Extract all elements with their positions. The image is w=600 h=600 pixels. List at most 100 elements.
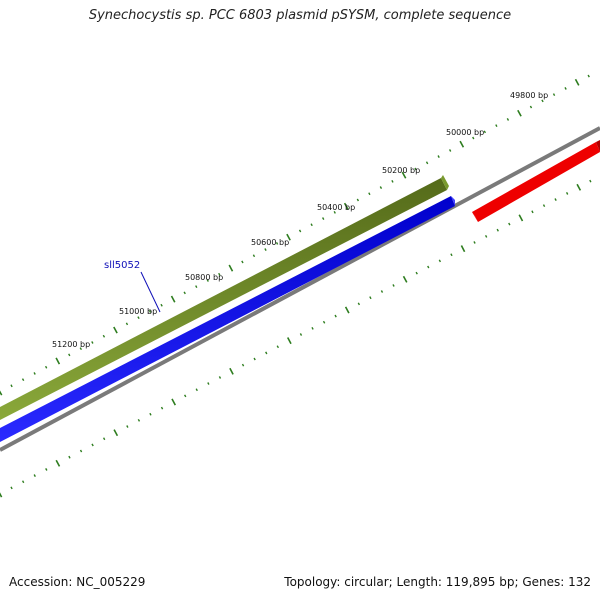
inner-position-ticks bbox=[0, 179, 592, 498]
minor-tick bbox=[160, 303, 163, 307]
position-label: 50600 bp bbox=[251, 238, 289, 247]
minor-tick bbox=[276, 345, 280, 349]
major-tick bbox=[574, 78, 580, 86]
minor-tick bbox=[91, 341, 94, 344]
position-label: 50800 bp bbox=[185, 273, 223, 282]
minor-tick bbox=[68, 455, 71, 459]
minor-tick bbox=[450, 253, 453, 257]
minor-tick bbox=[495, 124, 498, 128]
minor-tick bbox=[333, 210, 336, 214]
minor-tick bbox=[21, 378, 25, 382]
minor-tick bbox=[298, 229, 302, 233]
minor-tick bbox=[10, 486, 13, 490]
minor-tick bbox=[207, 382, 210, 385]
minor-tick bbox=[79, 449, 83, 453]
major-tick bbox=[401, 171, 407, 179]
major-tick bbox=[171, 398, 177, 406]
minor-tick bbox=[334, 314, 337, 318]
minor-tick bbox=[391, 179, 394, 183]
minor-tick bbox=[484, 234, 488, 238]
major-tick bbox=[113, 429, 119, 437]
minor-tick bbox=[126, 425, 129, 428]
major-tick bbox=[0, 492, 3, 498]
minor-tick bbox=[160, 406, 164, 410]
minor-tick bbox=[508, 222, 511, 226]
major-tick bbox=[55, 459, 61, 467]
minor-tick bbox=[79, 347, 83, 351]
major-tick bbox=[517, 109, 522, 117]
minor-tick bbox=[252, 254, 256, 258]
major-tick bbox=[344, 306, 350, 314]
minor-tick bbox=[552, 93, 556, 97]
minor-tick bbox=[379, 186, 383, 189]
minor-tick bbox=[206, 279, 209, 282]
major-tick bbox=[0, 390, 3, 396]
minor-tick bbox=[148, 310, 152, 313]
minor-tick bbox=[472, 136, 475, 140]
minor-tick bbox=[380, 290, 384, 293]
major-tick bbox=[518, 214, 524, 222]
minor-tick bbox=[448, 149, 452, 152]
major-tick bbox=[402, 275, 408, 283]
minor-tick bbox=[565, 191, 569, 195]
minor-tick bbox=[473, 241, 476, 244]
minor-tick bbox=[275, 241, 279, 245]
position-label: 50200 bp bbox=[382, 166, 420, 175]
minor-tick bbox=[321, 217, 325, 220]
major-tick bbox=[55, 357, 61, 365]
major-tick bbox=[286, 233, 291, 241]
major-tick bbox=[113, 326, 118, 334]
minor-tick bbox=[21, 480, 25, 484]
minor-tick bbox=[425, 161, 429, 165]
major-tick bbox=[229, 367, 234, 375]
major-tick bbox=[576, 183, 582, 191]
minor-tick bbox=[183, 394, 187, 398]
minor-tick bbox=[149, 412, 152, 416]
major-tick bbox=[459, 140, 465, 148]
reverse-gene-arrow[interactable] bbox=[0, 196, 455, 442]
position-label: 51000 bp bbox=[119, 307, 157, 316]
minor-tick bbox=[414, 167, 417, 171]
minor-tick bbox=[438, 259, 442, 263]
minor-tick bbox=[241, 260, 244, 264]
major-tick bbox=[460, 245, 466, 253]
minor-tick bbox=[137, 418, 141, 422]
minor-tick bbox=[357, 302, 361, 306]
gene-label-leader bbox=[140, 271, 161, 313]
minor-tick bbox=[589, 179, 592, 183]
position-label: 51200 bp bbox=[52, 340, 90, 349]
minor-tick bbox=[506, 118, 510, 121]
minor-tick bbox=[44, 365, 48, 369]
minor-tick bbox=[356, 198, 360, 202]
position-label: 50000 bp bbox=[446, 128, 484, 137]
forward-gene-arrow[interactable] bbox=[0, 175, 449, 420]
minor-tick bbox=[45, 468, 48, 471]
minor-tick bbox=[68, 353, 71, 357]
minor-tick bbox=[311, 326, 314, 330]
minor-tick bbox=[241, 363, 245, 367]
minor-tick bbox=[264, 248, 267, 251]
minor-tick bbox=[102, 334, 106, 338]
minor-tick bbox=[265, 351, 268, 355]
minor-tick bbox=[310, 223, 313, 227]
minor-tick bbox=[554, 198, 557, 201]
position-label: 49800 bp bbox=[510, 91, 548, 100]
gene-label-sll5052[interactable]: sll5052 bbox=[104, 260, 140, 271]
minor-tick bbox=[183, 291, 186, 295]
minor-tick bbox=[496, 228, 499, 232]
major-tick bbox=[170, 295, 176, 303]
minor-tick bbox=[137, 316, 140, 320]
minor-tick bbox=[564, 87, 567, 90]
minor-tick bbox=[531, 210, 534, 214]
minor-tick bbox=[437, 155, 440, 159]
minor-tick bbox=[253, 357, 256, 361]
accession-text: Accession: NC_005229 bbox=[9, 575, 146, 589]
minor-tick bbox=[322, 320, 326, 324]
major-tick bbox=[228, 264, 234, 272]
red-gene-arrow[interactable] bbox=[472, 140, 600, 222]
backbone-line bbox=[0, 126, 600, 452]
minor-tick bbox=[91, 443, 94, 447]
minor-tick bbox=[218, 376, 222, 379]
minor-tick bbox=[33, 372, 36, 375]
